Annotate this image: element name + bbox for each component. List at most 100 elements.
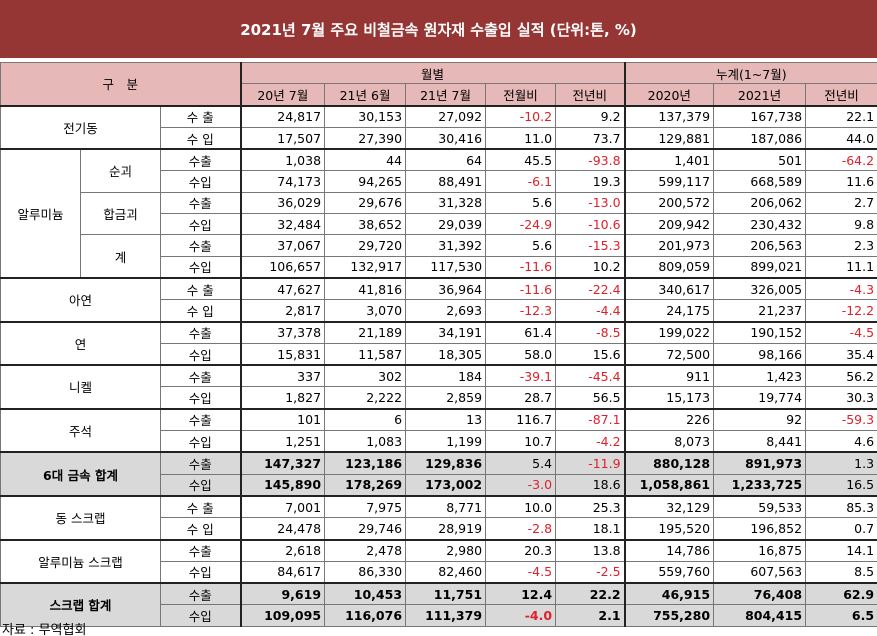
value-cell: 27,092 xyxy=(405,104,487,128)
column-header: 20년 7월 xyxy=(240,83,326,107)
value-cell: 32,484 xyxy=(240,213,326,236)
value-cell: 206,563 xyxy=(713,234,807,257)
value-cell: 14.1 xyxy=(805,538,877,562)
table-row: 수입 74,173 94,265 88,491 -6.1 19.3 599,117 668,5… xyxy=(1,170,877,193)
value-cell: 45.5 xyxy=(485,148,557,172)
value-cell: 24,817 xyxy=(240,104,326,128)
value-cell: 29,676 xyxy=(324,191,407,215)
value-cell: 9.2 xyxy=(555,104,626,128)
flow-type: 수입 xyxy=(159,430,242,453)
value-cell: 34,191 xyxy=(405,320,487,344)
value-cell: 32,129 xyxy=(624,494,715,519)
header-cumulative: 누계(1~7월) xyxy=(624,61,877,85)
value-cell: 64 xyxy=(405,148,487,172)
flow-type: 수 출 xyxy=(159,494,242,519)
value-cell: 173,002 xyxy=(405,473,487,497)
value-cell: 599,117 xyxy=(624,170,715,193)
value-cell: 111,379 xyxy=(405,604,487,627)
value-cell: 809,059 xyxy=(624,255,715,279)
table-row: 스크랩 합계 수출 9,619 10,453 11,751 12.4 22.2 46,915 7… xyxy=(0,582,877,627)
value-cell: 326,005 xyxy=(713,276,807,301)
value-cell: 209,942 xyxy=(624,213,715,236)
value-cell: 106,657 xyxy=(240,255,326,279)
group-label: 동 스크랩 xyxy=(0,494,161,541)
value-cell: 84,617 xyxy=(240,560,326,584)
value-cell: -15.3 xyxy=(555,234,626,257)
column-header: 2021년 xyxy=(713,83,807,107)
value-cell: 230,432 xyxy=(713,213,807,236)
value-cell: 302 xyxy=(324,364,407,388)
group-label: 연 xyxy=(0,320,161,366)
value-cell: 5.4 xyxy=(485,451,557,475)
value-cell: 0.7 xyxy=(805,517,877,541)
value-cell: 755,280 xyxy=(624,604,715,627)
value-cell: 73.7 xyxy=(555,126,626,150)
value-cell: 16,875 xyxy=(713,538,807,562)
value-cell: 116.7 xyxy=(485,407,557,432)
value-cell: 1,401 xyxy=(624,148,715,172)
group-label: 알루미늄 xyxy=(0,148,81,279)
value-cell: 18.1 xyxy=(555,517,626,541)
value-cell: 88,491 xyxy=(405,170,487,193)
value-cell: 28,919 xyxy=(405,517,487,541)
value-cell: -2.5 xyxy=(555,560,626,584)
table-row: 아연 수 출 47,627 41,816 36,964 -11.6 -22.4 340,617… xyxy=(0,276,877,323)
table-row: 합금괴 수출 36,029 29,676 31,328 5.6 -13.0 200,572 20… xyxy=(1,191,877,236)
value-cell: 101 xyxy=(240,407,326,432)
column-header: 21년 7월 xyxy=(405,83,487,107)
value-cell: 911 xyxy=(624,364,715,388)
value-cell: 19.3 xyxy=(555,170,626,193)
value-cell: 11,751 xyxy=(405,582,487,606)
table-row: 계 수출 37,067 29,720 31,392 5.6 -15.3 201,973 206,… xyxy=(1,234,877,279)
value-cell: 30,416 xyxy=(405,126,487,150)
value-cell: 9.8 xyxy=(805,213,877,236)
value-cell: 200,572 xyxy=(624,191,715,215)
flow-type: 수출 xyxy=(159,451,242,475)
value-cell: -11.6 xyxy=(485,255,557,279)
value-cell: 61.4 xyxy=(485,320,557,344)
flow-type: 수 입 xyxy=(159,299,242,323)
value-cell: -2.8 xyxy=(485,517,557,541)
value-cell: 29,039 xyxy=(405,213,487,236)
value-cell: 24,175 xyxy=(624,299,715,323)
value-cell: -4.4 xyxy=(555,299,626,323)
value-cell: 2.7 xyxy=(805,191,877,215)
value-cell: -4.3 xyxy=(805,276,877,301)
value-cell: 559,760 xyxy=(624,560,715,584)
value-cell: 1,038 xyxy=(240,148,326,172)
value-cell: 47,627 xyxy=(240,276,326,301)
value-cell: 31,392 xyxy=(405,234,487,257)
column-header: 21년 6월 xyxy=(324,83,407,107)
value-cell: -59.3 xyxy=(805,407,877,432)
flow-type: 수출 xyxy=(159,191,242,215)
table-row: 전기동 수 출 24,817 30,153 27,092 -10.2 9.2 137,379 1… xyxy=(0,104,877,150)
value-cell: 21,189 xyxy=(324,320,407,344)
value-cell: 11,587 xyxy=(324,342,407,366)
flow-type: 수 출 xyxy=(159,276,242,301)
value-cell: 36,964 xyxy=(405,276,487,301)
value-cell: 178,269 xyxy=(324,473,407,497)
value-cell: 28.7 xyxy=(485,386,557,410)
value-cell: 123,186 xyxy=(324,451,407,475)
value-cell: 31,328 xyxy=(405,191,487,215)
value-cell: 30,153 xyxy=(324,104,407,128)
value-cell: 1,083 xyxy=(324,430,407,453)
value-cell: -6.1 xyxy=(485,170,557,193)
flow-type: 수입 xyxy=(159,473,242,497)
value-cell: -22.4 xyxy=(555,276,626,301)
value-cell: 22.2 xyxy=(555,582,626,606)
value-cell: 25.3 xyxy=(555,494,626,519)
group-label: 알루미늄 스크랩 xyxy=(0,538,161,584)
value-cell: 18.6 xyxy=(555,473,626,497)
flow-type: 수출 xyxy=(159,538,242,562)
group-label: 전기동 xyxy=(0,104,161,150)
value-cell: 2.3 xyxy=(805,234,877,257)
column-header: 전년비 xyxy=(805,83,877,107)
group-label: 주석 xyxy=(0,407,161,453)
value-cell: 5.6 xyxy=(485,191,557,215)
value-cell: 13.8 xyxy=(555,538,626,562)
value-cell: -4.5 xyxy=(485,560,557,584)
value-cell: 15,173 xyxy=(624,386,715,410)
table-row: 수 입 2,817 3,070 2,693 -12.3 -4.4 24,175 21,237-… xyxy=(1,299,877,323)
value-cell: 206,062 xyxy=(713,191,807,215)
